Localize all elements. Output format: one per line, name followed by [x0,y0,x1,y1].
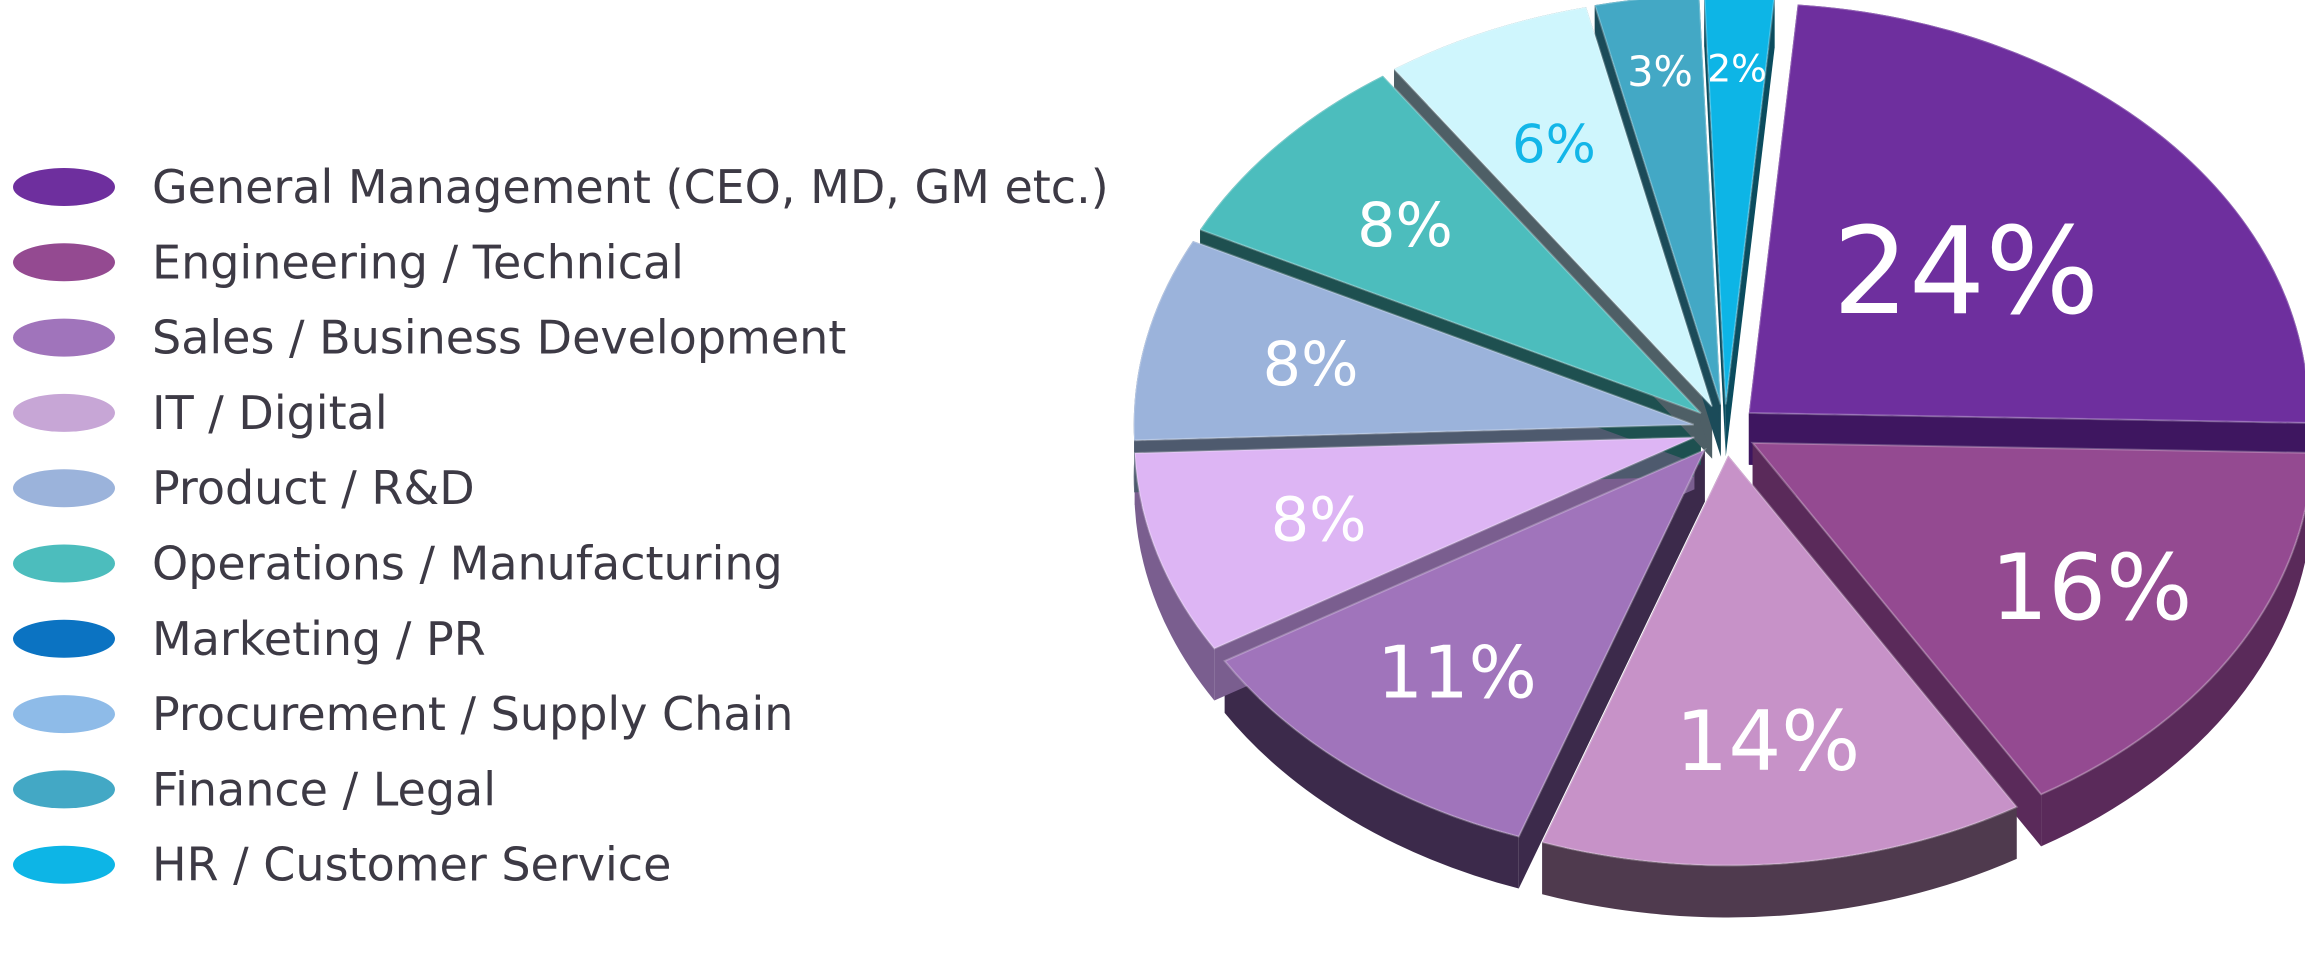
pie-slice-finance-legal [1593,0,1722,405]
legend-swatch [13,318,115,357]
pie-data-labels: 24% 16% 14% 11% 8% 8% 8% 6% 3% 2% [1263,46,2193,790]
legend-label: General Management (CEO, MD, GM etc.) [152,160,1109,214]
legend-label: HR / Customer Service [152,838,671,892]
legend-label: Procurement / Supply Chain [152,687,793,741]
legend-swatch [13,168,115,206]
legend-label: Engineering / Technical [152,235,684,289]
legend-item-product-r-d: Product / R&D [13,461,475,515]
pie: 24% 16% 14% 11% 8% 8% 8% 6% 3% 2% [1132,0,2305,918]
pie-wall-end [1725,0,1775,457]
pie-wall-outer [1224,661,1519,889]
pie-label-operations-manufacturing: 8% [1357,191,1453,261]
legend-swatch [13,243,115,282]
legend-item-sales-business-development: Sales / Business Development [13,311,846,365]
pie-wall-outer [2041,510,2305,847]
pie-slice-it-digital [1540,453,2019,867]
pie-slice-general-management-ceo-md-gm-etc [1747,3,2305,424]
pie-label-finance-legal: 3% [1627,48,1693,96]
legend-item-finance-legal: Finance / Legal [13,762,496,816]
pie-slice-hr-customer-service [1703,0,1776,405]
pie-wall-outer [1134,453,1215,701]
pie-label-product-r-d: 8% [1263,330,1359,400]
pie-slice-product-r-d [1132,239,1695,442]
legend-label: Operations / Manufacturing [152,537,783,591]
legend-label: Product / R&D [152,461,475,515]
legend-swatch [13,695,115,734]
legend-label: IT / Digital [152,386,388,440]
legend-swatch [13,393,115,432]
legend-item-general-management-ceo-md-gm-etc: General Management (CEO, MD, GM etc.) [13,160,1109,214]
pie-slice-engineering-technical [1750,441,2305,796]
legend-item-it-digital: IT / Digital [13,386,388,440]
pie-slice-tops [1132,0,2305,867]
pie-wall-start [1518,449,1705,889]
pie-label-engineering-technical: 16% [1991,536,2193,641]
legend-item-hr-customer-service: HR / Customer Service [13,838,671,892]
pie-slice-sales-business-development [1223,447,1707,838]
pie-wall-end [1752,442,2042,847]
legend-item-marketing-pr: Marketing / PR [13,612,486,666]
pie-wall-start [1704,0,1726,457]
pie-slice-procurement-supply-chain [1133,436,1695,650]
legend-swatch [13,469,115,508]
legend-swatch [13,544,115,583]
legend-swatch [13,845,115,884]
legend-label: Finance / Legal [152,762,496,816]
pie-slice-marketing-pr [1392,5,1714,408]
pie-label-hr-customer-service: 2% [1707,46,1767,90]
pie-label-procurement-supply-chain: 8% [1271,485,1367,555]
pie-slice-operations-manufacturing [1198,74,1702,415]
pie-label-it-digital: 14% [1675,693,1860,790]
pie-label-marketing-pr: 6% [1512,114,1596,175]
legend-label: Marketing / PR [152,612,486,666]
pie-label-general-management-ceo-md-gm-etc: 24% [1833,203,2100,342]
legend-item-engineering-technical: Engineering / Technical [13,235,684,289]
legend-swatch [13,770,115,809]
pie-wall-outer [1542,806,2017,918]
legend-item-procurement-supply-chain: Procurement / Supply Chain [13,687,793,741]
legend: General Management (CEO, MD, GM etc.) Eng… [13,160,1109,892]
pie-label-sales-business-development: 11% [1377,630,1537,714]
legend-swatch [13,619,115,658]
legend-label: Sales / Business Development [152,311,846,365]
legend-item-operations-manufacturing: Operations / Manufacturing [13,537,783,591]
